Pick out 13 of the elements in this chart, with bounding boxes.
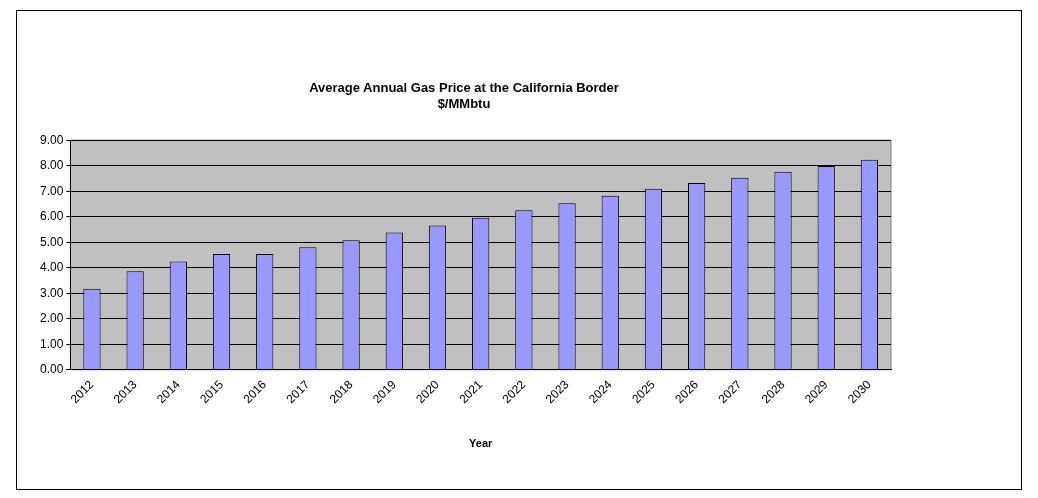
y-tick-label: 1.00 bbox=[40, 336, 64, 351]
y-tick-label: 5.00 bbox=[40, 234, 64, 249]
y-tick-label: 9.00 bbox=[40, 132, 64, 147]
y-tick-label: 4.00 bbox=[40, 260, 64, 275]
y-tick-label: 2.00 bbox=[40, 311, 64, 326]
y-tick-label: 0.00 bbox=[40, 362, 64, 377]
y-tick-label: 6.00 bbox=[40, 209, 64, 224]
y-tick-label: 8.00 bbox=[40, 158, 64, 173]
y-tick-label: 3.00 bbox=[40, 285, 64, 300]
chart-subtitle: $/MMbtu bbox=[437, 95, 491, 111]
x-axis-title: Year bbox=[469, 437, 494, 450]
y-tick-label: 7.00 bbox=[40, 183, 64, 198]
chart-title: Average Annual Gas Price at the California Border bbox=[309, 80, 619, 96]
